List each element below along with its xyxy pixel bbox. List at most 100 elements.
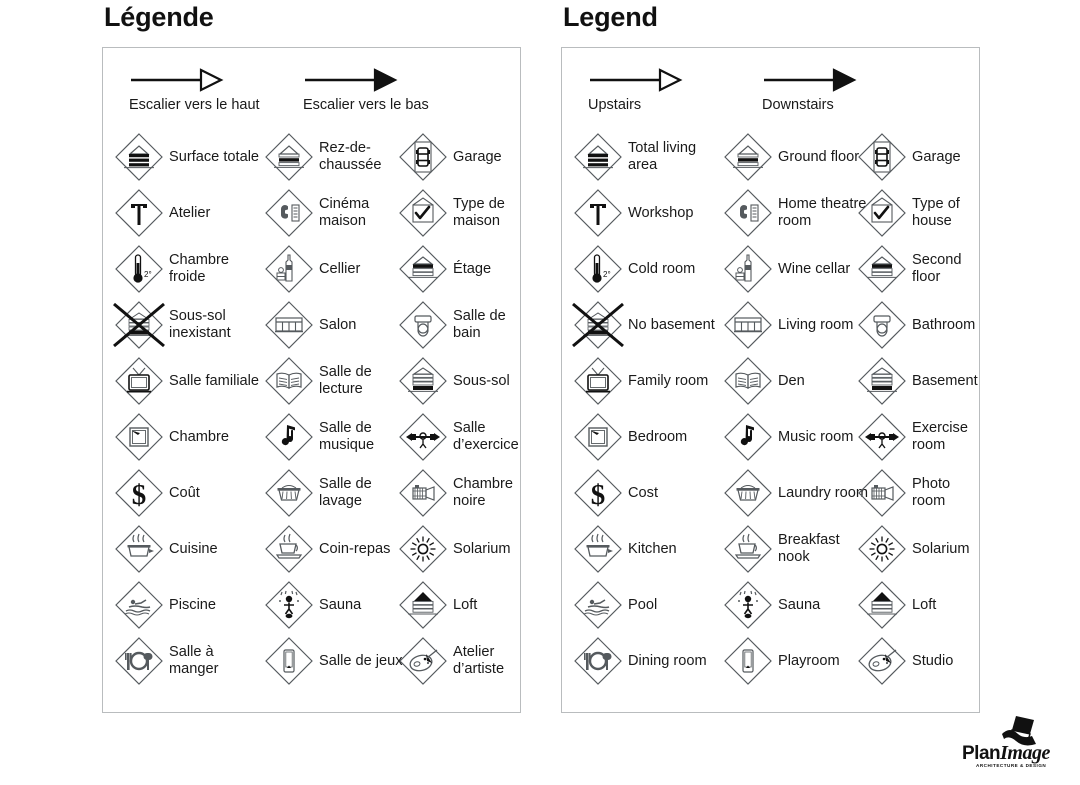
legend-entry[interactable]: Sous-sol xyxy=(397,353,510,409)
dollar-icon: $ xyxy=(113,467,165,519)
legend-entry[interactable]: Salle de lecture xyxy=(263,353,411,409)
legend-entry[interactable]: Sous-sol inexistant xyxy=(113,297,261,353)
photo-projector-icon xyxy=(397,467,449,519)
laundry-basket-icon xyxy=(263,467,315,519)
legend-entry[interactable]: Home theatre room xyxy=(722,185,870,241)
legend-entry[interactable]: Sauna xyxy=(263,577,361,633)
legend-entry-label: Chambre noire xyxy=(453,476,514,509)
swimmer-icon xyxy=(572,579,624,631)
legend-entry[interactable]: Piscine xyxy=(113,577,216,633)
laundry-basket-icon xyxy=(722,467,774,519)
legend-entry[interactable]: Salle à manger xyxy=(113,633,261,689)
legend-entry-label: Kitchen xyxy=(628,540,677,557)
basement-icon xyxy=(856,355,908,407)
legend-entry[interactable]: Garage xyxy=(856,129,961,185)
legend-entry[interactable]: Studio xyxy=(856,633,953,689)
legend-entry[interactable]: Bathroom xyxy=(856,297,975,353)
legend-entry[interactable]: Workshop xyxy=(572,185,693,241)
legend-entry[interactable]: Type de maison xyxy=(397,185,520,241)
stairs-label: Downstairs xyxy=(762,97,834,113)
logo-mark-icon xyxy=(996,714,1042,755)
stairs-row-english: Upstairs Downstairs xyxy=(562,66,979,128)
stairs-up-english: Upstairs xyxy=(588,66,684,114)
legend-entry[interactable]: Salon xyxy=(263,297,356,353)
legend-entry[interactable]: Salle de musique xyxy=(263,409,411,465)
dumbbell-icon xyxy=(397,411,449,463)
legend-entry[interactable]: Laundry room xyxy=(722,465,868,521)
legend-entry[interactable]: Atelier d’artiste xyxy=(397,633,520,689)
legend-entry[interactable]: Cuisine xyxy=(113,521,218,577)
legend-entry[interactable]: Solarium xyxy=(397,521,511,577)
legend-entry[interactable]: Cinéma maison xyxy=(263,185,411,241)
legend-entry[interactable]: Chambre noire xyxy=(397,465,520,521)
legend-entry[interactable]: Ground floor xyxy=(722,129,859,185)
playroom-icon xyxy=(722,635,774,687)
legend-entry[interactable]: 2° Cold room xyxy=(572,241,695,297)
legend-entry[interactable]: Rez-de-chaussée xyxy=(263,129,411,185)
legend-entry[interactable]: Type of house xyxy=(856,185,979,241)
legend-entry[interactable]: Living room xyxy=(722,297,853,353)
stairs-row-french: Escalier vers le haut Escalier vers le ba… xyxy=(103,66,520,128)
legend-entry-label: Atelier d’artiste xyxy=(453,644,505,677)
legend-entry[interactable]: Sauna xyxy=(722,577,820,633)
legend-entry[interactable]: Photo room xyxy=(856,465,979,521)
arrow-down-stairs-filled xyxy=(303,66,429,97)
cutlery-plate-icon xyxy=(113,635,165,687)
legend-entry-label: Cinéma maison xyxy=(319,196,370,229)
legend-entry[interactable]: Salle de bain xyxy=(397,297,520,353)
legend-entry-label: Type de maison xyxy=(453,196,505,229)
legend-entry[interactable]: Wine cellar xyxy=(722,241,850,297)
stairs-label: Escalier vers le bas xyxy=(303,97,429,113)
legend-entry-label: Bathroom xyxy=(912,316,976,333)
swimmer-icon xyxy=(113,579,165,631)
second-floor-icon xyxy=(856,243,908,295)
legend-entry-label: Den xyxy=(778,372,805,389)
legend-entry[interactable]: Cellier xyxy=(263,241,360,297)
home-theatre-icon xyxy=(263,187,315,239)
legend-entry[interactable]: Loft xyxy=(397,577,477,633)
legend-entry-label: Second floor xyxy=(912,252,962,285)
legend-entry[interactable]: Playroom xyxy=(722,633,840,689)
legend-entry[interactable]: Garage xyxy=(397,129,502,185)
svg-text:$: $ xyxy=(132,479,147,511)
legend-entry[interactable]: Dining room xyxy=(572,633,707,689)
legend-entry[interactable]: No basement xyxy=(572,297,715,353)
legend-entry-label: Bedroom xyxy=(628,428,688,445)
stairs-down-english: Downstairs xyxy=(762,66,858,114)
legend-entry-label: Salle à manger xyxy=(169,644,219,677)
legend-entry[interactable]: $ Coût xyxy=(113,465,200,521)
legend-entry[interactable]: Basement xyxy=(856,353,978,409)
legend-entry[interactable]: Salle d’exercice xyxy=(397,409,520,465)
palette-icon xyxy=(397,635,449,687)
legend-entry[interactable]: Kitchen xyxy=(572,521,677,577)
legend-entry[interactable]: Chambre xyxy=(113,409,229,465)
legend-entry[interactable]: Second floor xyxy=(856,241,979,297)
legend-entry[interactable]: 2° Chambre froide xyxy=(113,241,261,297)
television-icon xyxy=(572,355,624,407)
legend-entry[interactable]: Family room xyxy=(572,353,708,409)
legend-entry[interactable]: Bedroom xyxy=(572,409,687,465)
planimage-logo: PlanImage ARCHITECTURE & DESIGN xyxy=(962,716,1074,778)
legend-entry-label: Coin-repas xyxy=(319,540,391,557)
legend-entry[interactable]: Loft xyxy=(856,577,936,633)
stairs-down-french: Escalier vers le bas xyxy=(303,66,429,114)
legend-entry[interactable]: Exercise room xyxy=(856,409,979,465)
legend-entry[interactable]: Pool xyxy=(572,577,657,633)
legend-entry[interactable]: Music room xyxy=(722,409,853,465)
sofa-icon xyxy=(722,299,774,351)
legend-entry[interactable]: Salle de jeux xyxy=(263,633,403,689)
legend-entry[interactable]: Den xyxy=(722,353,805,409)
legend-entry[interactable]: Atelier xyxy=(113,185,210,241)
legend-entry[interactable]: $ Cost xyxy=(572,465,658,521)
legend-entry[interactable]: Solarium xyxy=(856,521,970,577)
ground-floor-icon xyxy=(263,131,315,183)
legend-entry-label: Salle de lecture xyxy=(319,364,372,397)
legend-entry[interactable]: Breakfast nook xyxy=(722,521,870,577)
legend-entry[interactable]: Salle de lavage xyxy=(263,465,411,521)
legend-entry[interactable]: Coin-repas xyxy=(263,521,390,577)
legend-entry[interactable]: Total living area xyxy=(572,129,720,185)
legend-entry[interactable]: Surface totale xyxy=(113,129,259,185)
sun-icon xyxy=(856,523,908,575)
legend-entry[interactable]: Étage xyxy=(397,241,491,297)
legend-entry[interactable]: Salle familiale xyxy=(113,353,259,409)
